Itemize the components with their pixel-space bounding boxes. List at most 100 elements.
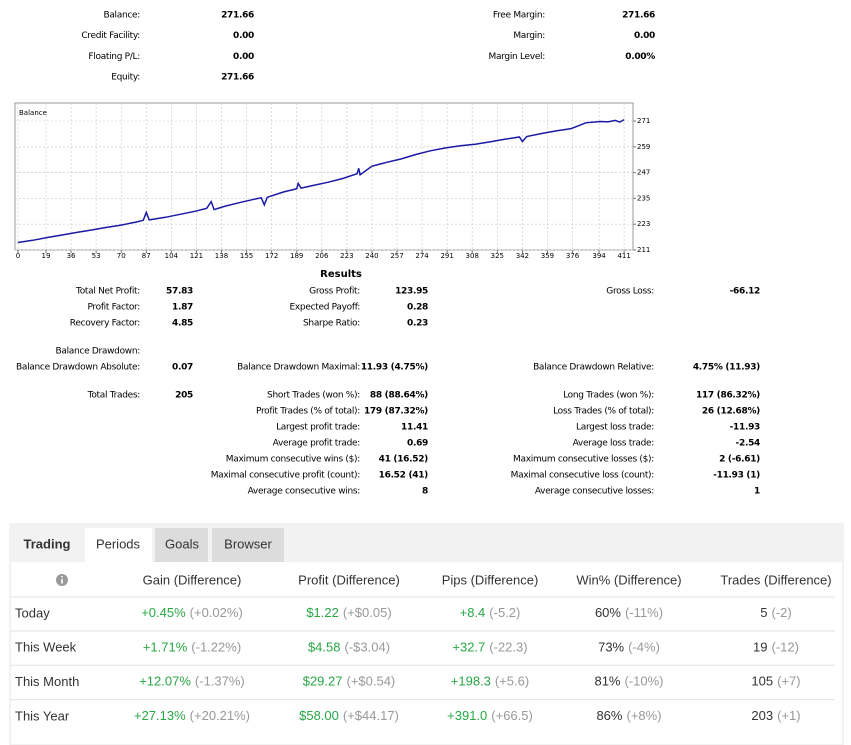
x-tick-label: 359 [541,252,554,260]
result-value: 123.95 [395,287,428,297]
x-tick-label: 121 [190,252,203,260]
table-cell: 73% (-4%) [598,640,660,655]
table-cell: 19 (-12) [753,640,799,655]
table-cell: 105 (+7) [751,674,800,689]
cell-value: +198.3 [451,674,491,689]
result-value: 179 (87.32%) [364,407,428,417]
result-label: Average loss trade: [573,439,654,449]
result-value: 41 (16.52) [379,455,429,465]
x-tick-label: 189 [290,252,303,260]
cell-difference: (-1.22%) [191,640,241,655]
result-label: Gross Loss: [606,287,654,297]
result-value: 1.87 [172,303,193,313]
result-value: -66.12 [730,287,760,297]
result-value: 11.93 (4.75%) [361,363,428,373]
cell-difference: (+$44.17) [343,708,399,723]
result-value: 117 (86.32%) [696,391,760,401]
table-cell: $4.58 (-$3.04) [308,640,390,655]
field-label: Free Margin: [493,11,545,21]
row-label: This Week [15,640,77,655]
x-tick-label: 308 [466,252,479,260]
x-tick-label: 87 [142,252,151,260]
x-tick-label: 155 [240,252,253,260]
x-tick-label: 325 [491,252,504,260]
result-value: 8 [422,487,428,497]
tab[interactable]: Trading [24,536,71,551]
table-cell: +12.07% (-1.37%) [139,674,245,689]
cell-difference: (-12) [772,640,799,655]
x-tick-label: 291 [440,252,453,260]
column-header: Profit (Difference) [298,572,400,587]
result-value: 57.83 [166,287,193,297]
tab[interactable]: Goals [165,536,199,551]
info-icon-dot [61,575,63,578]
x-tick-label: 0 [16,252,20,260]
table-cell: +391.0 (+66.5) [447,708,533,723]
table-cell: +198.3 (+5.6) [451,674,529,689]
row-label: Today [15,605,50,620]
cell-value: +0.45% [141,605,186,620]
table-cell: +8.4 (-5.2) [460,605,521,620]
tab[interactable]: Periods [96,536,141,551]
result-value: 0.69 [407,439,428,449]
result-value: 0.28 [407,303,428,313]
result-value: 4.75% (11.93) [693,363,760,373]
field-label: Floating P/L: [88,52,140,62]
cell-difference: (+5.6) [495,674,529,689]
table-cell: 60% (-11%) [595,605,663,620]
result-label: Average profit trade: [273,439,360,449]
cell-difference: (+20.21%) [190,708,250,723]
field-label: Balance: [103,11,140,21]
field-value: 0.00% [625,52,655,62]
cell-value: +27.13% [134,708,186,723]
tab-bg [155,528,208,562]
cell-difference: (-1.37%) [195,674,245,689]
field-value: 0.00 [634,31,655,41]
balance-line [17,118,625,244]
result-value: -2.54 [736,439,760,449]
x-tick-label: 376 [566,252,580,260]
result-label: Largest loss trade: [576,423,654,433]
result-label: Expected Payoff: [290,303,360,313]
result-label: Maximum consecutive losses ($): [513,455,654,465]
result-value: 2 (-6.61) [719,455,760,465]
result-value: 26 (12.68%) [702,407,760,417]
info-icon-stem [61,579,63,584]
x-tick-label: 342 [516,252,529,260]
cell-value: 86% [596,708,622,723]
cell-value: +12.07% [139,674,191,689]
tab[interactable]: Browser [224,536,272,551]
result-label: Loss Trades (% of total): [553,407,654,417]
field-value: 0.00 [233,31,254,41]
cell-difference: (-4%) [628,640,660,655]
y-tick-label: 223 [637,220,650,228]
result-value: 11.41 [401,423,428,433]
field-value: 0.00 [233,52,254,62]
result-label: Maximum consecutive wins ($): [226,455,360,465]
cell-value: $29.27 [303,674,343,689]
field-value: 271.66 [622,11,655,21]
result-value: -11.93 (1) [713,471,760,481]
tab-bg [85,528,152,562]
column-header: Gain (Difference) [143,572,242,587]
x-tick-label: 19 [42,252,51,260]
y-tick-label: 211 [637,246,650,254]
field-label: Margin Level: [489,52,546,62]
result-label: Recovery Factor: [70,319,140,329]
table-cell: $1.22 (+$0.05) [306,605,391,620]
x-tick-label: 240 [365,252,378,260]
row-label: This Month [15,674,79,689]
x-tick-label: 257 [390,252,403,260]
y-tick-label: 271 [637,117,650,125]
result-label: Balance Drawdown Absolute: [16,363,140,373]
cell-difference: (+0.02%) [190,605,243,620]
result-value: 0.07 [172,363,193,373]
x-tick-label: 36 [67,252,76,260]
x-tick-label: 223 [340,252,353,260]
x-tick-label: 70 [117,252,126,260]
cell-value: 203 [751,708,773,723]
result-label: Maximal consecutive loss (count): [511,471,654,481]
cell-difference: (-11%) [625,605,663,620]
result-label: Sharpe Ratio: [303,319,360,329]
